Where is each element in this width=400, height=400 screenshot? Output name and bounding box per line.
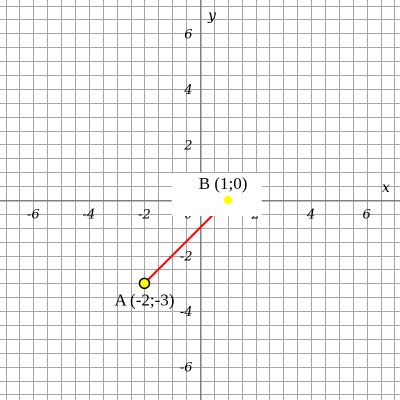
x-tick-label: 4 [306,208,315,223]
point-label-B: B (1;0) [199,174,248,193]
point-label-background [171,173,262,216]
point-label-A: A (-2;-3) [114,290,174,309]
x-tick-label: 6 [363,208,371,223]
y-tick-label: -6 [180,361,193,376]
x-tick-label: -4 [83,208,96,223]
x-tick-label: -6 [27,208,40,223]
point-A[interactable] [138,277,151,290]
x-tick-label: -2 [138,208,151,223]
y-axis-label: y [207,8,217,24]
y-tick-label: 6 [184,27,192,42]
x-axis-label: x [382,180,390,196]
points [138,194,234,290]
point-B[interactable] [222,194,234,206]
y-tick-label: -4 [180,305,193,320]
point-labels: A (-2;-3) B (1;0) [114,173,262,309]
y-tick-label: 2 [183,138,192,153]
y-tick-label: -2 [180,250,193,265]
y-tick-label: 4 [183,83,192,98]
